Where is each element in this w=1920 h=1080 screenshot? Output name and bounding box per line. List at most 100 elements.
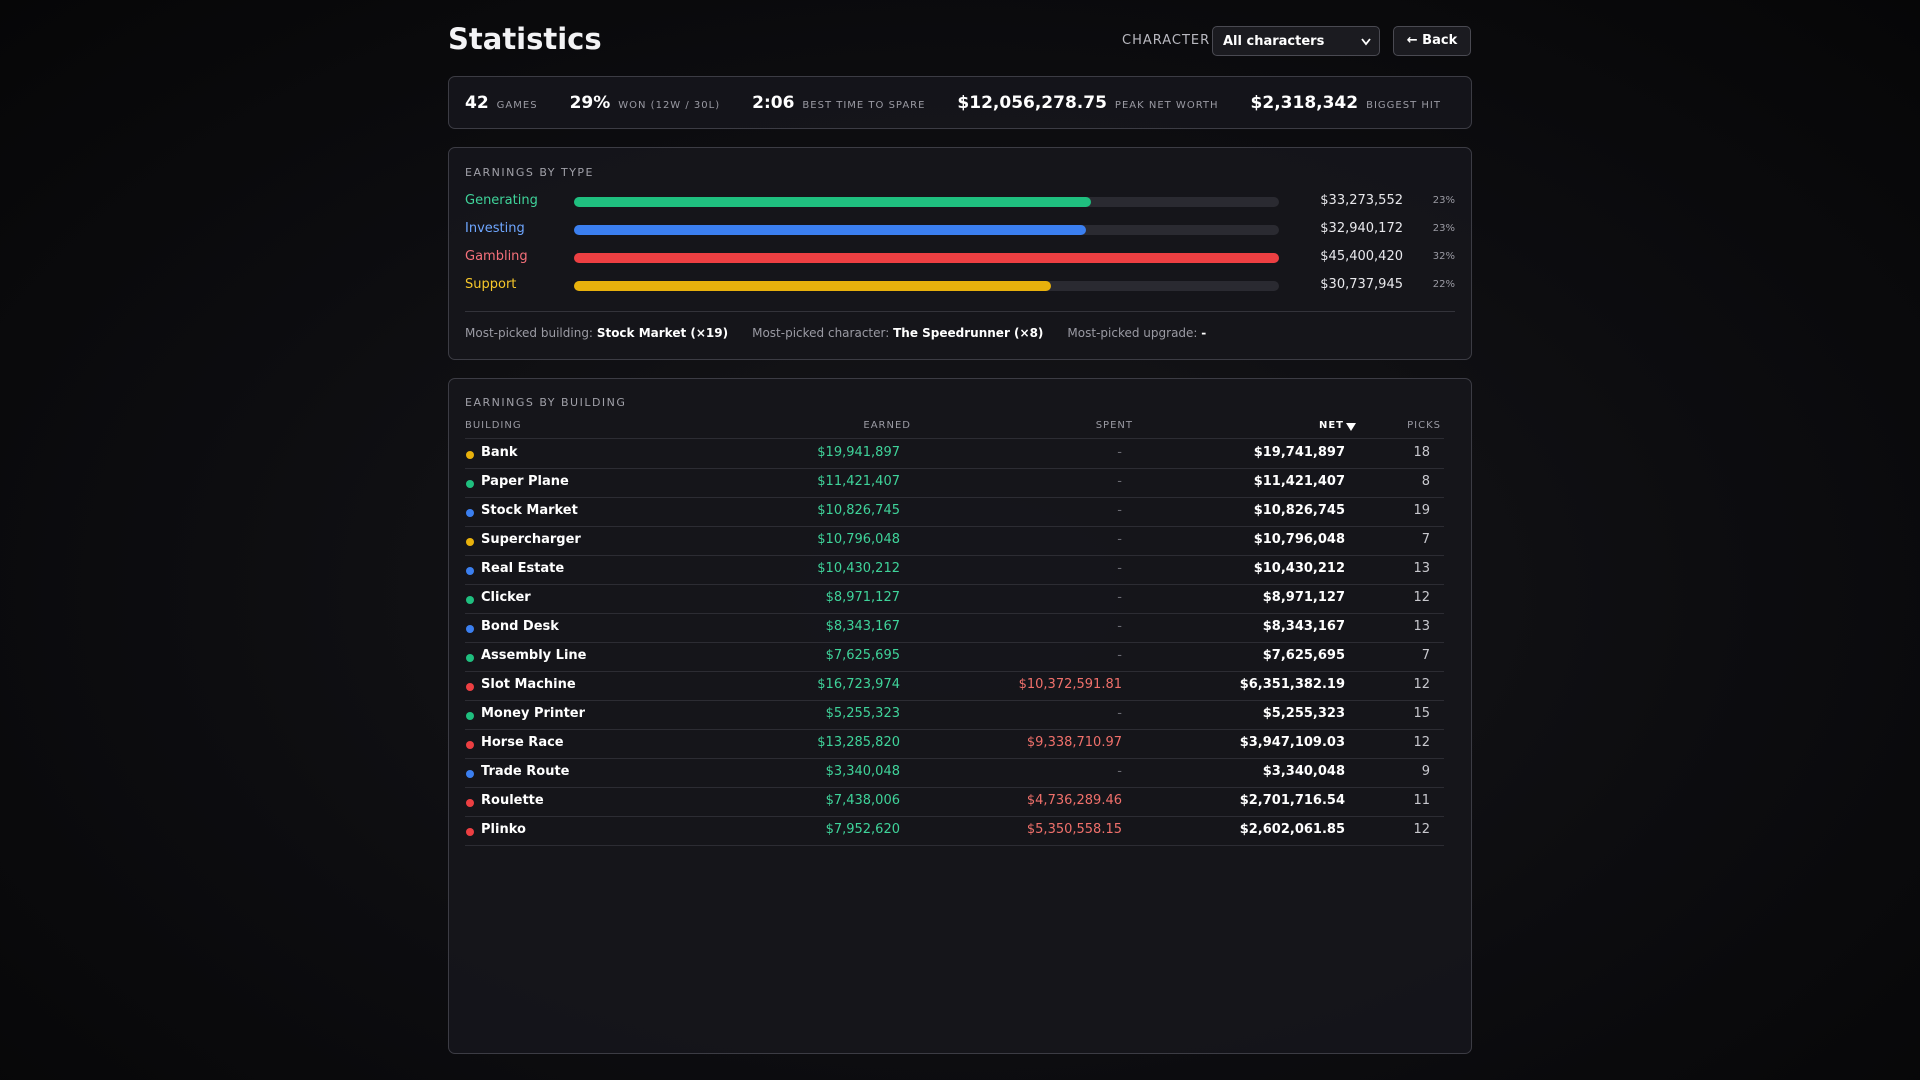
earned: $7,438,006	[825, 793, 900, 808]
bar-track	[574, 197, 1279, 207]
table-row: Real Estate $10,430,212 - $10,430,212 13	[465, 555, 1444, 585]
sort-indicator	[1346, 423, 1356, 431]
picks: 9	[1421, 764, 1430, 779]
spent: -	[1117, 648, 1122, 663]
building-name: Money Printer	[481, 706, 586, 721]
type-dot	[466, 799, 474, 807]
net: $8,971,127	[1262, 590, 1345, 605]
net: $7,625,695	[1262, 648, 1345, 663]
building-name: Real Estate	[481, 561, 565, 576]
earned: $19,941,897	[817, 445, 900, 460]
picks: 12	[1413, 590, 1430, 605]
bar	[574, 253, 1279, 263]
spent: -	[1117, 590, 1122, 605]
summary-item: 29% WON (12W / 30L)	[570, 93, 721, 113]
spent: $5,350,558.15	[1026, 822, 1122, 837]
summary-label: BIGGEST HIT	[1366, 99, 1441, 111]
bar	[574, 197, 1091, 207]
type-share: 32%	[1432, 251, 1455, 262]
column-header: BUILDING	[465, 420, 522, 431]
table-row: Clicker $8,971,127 - $8,971,127 12	[465, 584, 1444, 614]
building-name: Slot Machine	[481, 677, 576, 692]
earned: $11,421,407	[817, 474, 900, 489]
type-dot	[466, 596, 474, 604]
building-name: Bank	[481, 445, 518, 460]
type-dot	[466, 451, 474, 459]
building-panel: EARNINGS BY BUILDING BUILDING EARNED SPENT…	[448, 378, 1472, 1054]
earned: $7,625,695	[825, 648, 900, 663]
type-name: Support	[465, 277, 517, 292]
summary-label: PEAK NET WORTH	[1114, 99, 1219, 111]
bar	[574, 225, 1086, 235]
most-picked-value: Stock Market (×19)	[596, 326, 729, 340]
net: $19,741,897	[1253, 445, 1345, 460]
type-value: $45,400,420	[1320, 249, 1403, 264]
type-dot	[466, 625, 474, 633]
summary-item: $12,056,278.75 PEAK NET WORTH	[957, 93, 1218, 113]
most-picked-label: Most-picked building:	[465, 326, 593, 340]
building-name: Horse Race	[481, 735, 564, 750]
spent: $4,736,289.46	[1026, 793, 1122, 808]
panel-title: EARNINGS BY BUILDING	[465, 396, 627, 409]
earned: $8,343,167	[825, 619, 900, 634]
picks: 8	[1421, 474, 1430, 489]
character-select[interactable]: All characters	[1212, 26, 1380, 56]
column-header: PICKS	[1407, 420, 1441, 431]
table-row: Plinko $7,952,620 $5,350,558.15 $2,602,061.…	[465, 816, 1444, 846]
type-value: $32,940,172	[1320, 221, 1403, 236]
summary-item: 42 GAMES	[465, 93, 538, 113]
net: $6,351,382.19	[1239, 677, 1345, 692]
table-row: Horse Race $13,285,820 $9,338,710.97 $3,947…	[465, 729, 1444, 759]
earned: $10,796,048	[817, 532, 900, 547]
column-header[interactable]: NET	[1318, 420, 1344, 431]
table-row: Bond Desk $8,343,167 - $8,343,167 13	[465, 613, 1444, 643]
net: $10,826,745	[1253, 503, 1345, 518]
earned: $10,430,212	[817, 561, 900, 576]
type-panel: EARNINGS BY TYPE Most-picked building: S…	[448, 147, 1472, 360]
spent: -	[1117, 474, 1122, 489]
character-label: CHARACTER	[1122, 33, 1211, 48]
type-dot	[466, 712, 474, 720]
back-button[interactable]: ← Back	[1393, 26, 1471, 56]
building-name: Stock Market	[481, 503, 578, 518]
select-value: All characters	[1223, 34, 1325, 49]
type-value: $30,737,945	[1320, 277, 1403, 292]
type-name: Gambling	[465, 249, 528, 264]
type-share: 23%	[1432, 223, 1455, 234]
panel-title: EARNINGS BY TYPE	[465, 166, 595, 179]
spent: -	[1117, 619, 1122, 634]
column-header: SPENT	[1095, 420, 1133, 431]
picks: 18	[1413, 445, 1430, 460]
table-row: Assembly Line $7,625,695 - $7,625,695 7	[465, 642, 1444, 672]
building-name: Trade Route	[481, 764, 570, 779]
summary-value: 29%	[569, 92, 611, 113]
net: $2,701,716.54	[1239, 793, 1345, 808]
picks: 13	[1413, 619, 1430, 634]
most-picked-item: Most-picked building: Stock Market (×19)	[465, 326, 728, 340]
divider	[465, 311, 1455, 312]
type-dot	[466, 538, 474, 546]
table-row: Slot Machine $16,723,974 $10,372,591.81 $6,…	[465, 671, 1444, 701]
earned: $16,723,974	[817, 677, 900, 692]
bar-track	[574, 253, 1279, 263]
building-name: Clicker	[481, 590, 531, 605]
net: $2,602,061.85	[1239, 822, 1345, 837]
most-picked: Most-picked building: Stock Market (×19)…	[465, 326, 1206, 340]
summary-label: GAMES	[496, 99, 538, 111]
type-dot	[466, 480, 474, 488]
picks: 7	[1421, 648, 1430, 663]
table-row: Supercharger $10,796,048 - $10,796,048 7	[465, 526, 1444, 556]
table-row: Roulette $7,438,006 $4,736,289.46 $2,701,71…	[465, 787, 1444, 817]
spent: -	[1117, 503, 1122, 518]
most-picked-item: Most-picked character: The Speedrunner (…	[752, 326, 1043, 340]
spent: $9,338,710.97	[1026, 735, 1122, 750]
column-header: EARNED	[863, 420, 911, 431]
net: $11,421,407	[1253, 474, 1345, 489]
summary-item: $2,318,342 BIGGEST HIT	[1251, 93, 1441, 113]
type-name: Generating	[465, 193, 538, 208]
most-picked-label: Most-picked upgrade:	[1067, 326, 1198, 340]
earned: $3,340,048	[825, 764, 900, 779]
earned: $10,826,745	[817, 503, 900, 518]
type-share: 22%	[1432, 279, 1455, 290]
picks: 12	[1413, 735, 1430, 750]
